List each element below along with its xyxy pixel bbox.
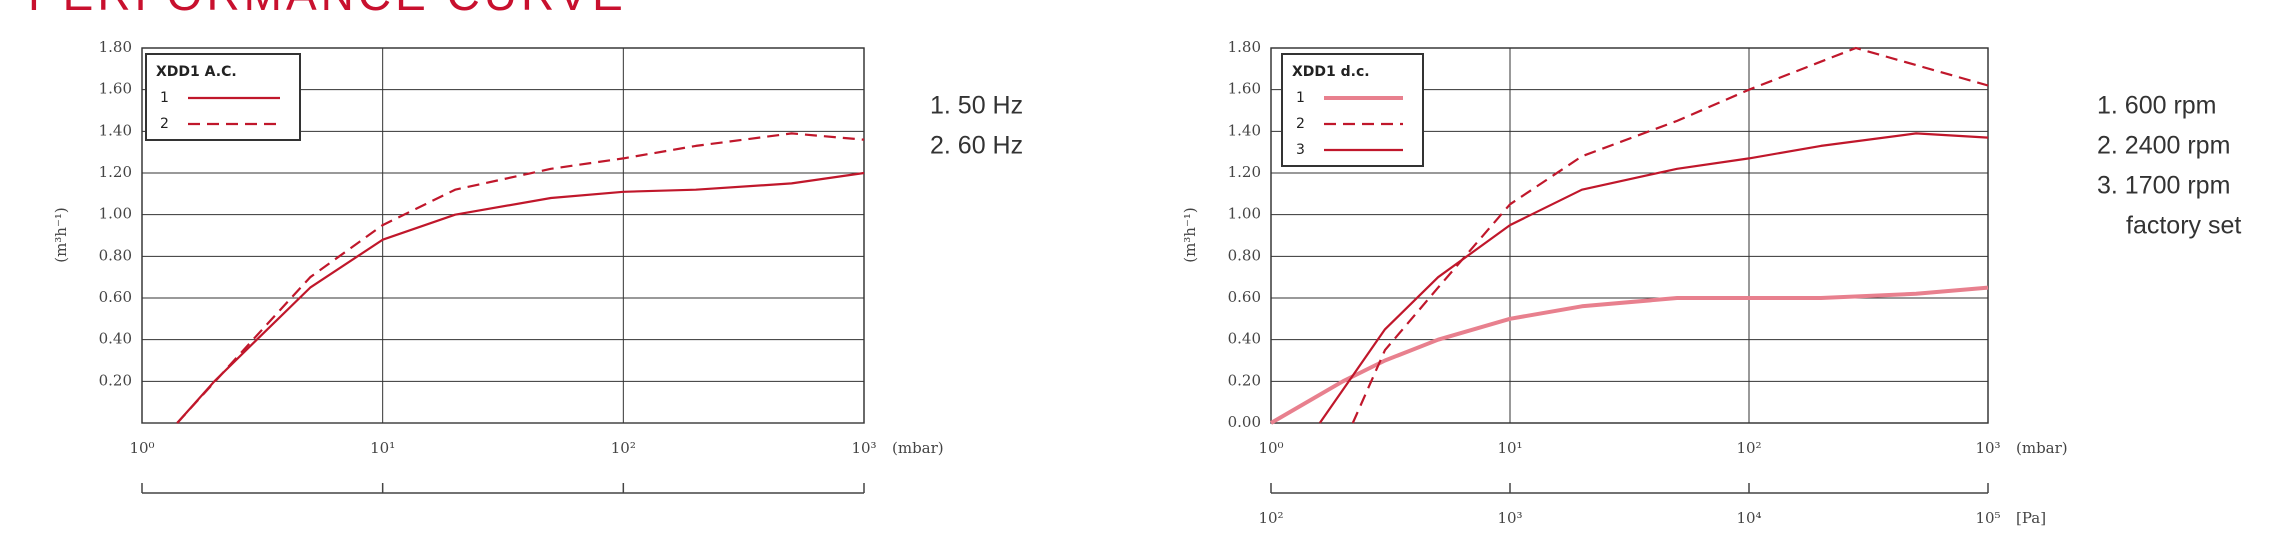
legend-label: 2 [160,116,169,132]
annotation: factory set [2126,212,2241,240]
x-tick-label: 10³ [1975,439,2000,457]
annotation: 1. 50 Hz [930,92,1023,120]
x2-axis-label: [Pa] [2016,509,2046,527]
y-tick-label: 0.00 [1228,413,1261,431]
legend-label: 2 [1296,116,1305,132]
series-line [1318,132,1989,424]
x-tick-label: 10³ [851,439,876,457]
legend-label: 1 [160,90,169,106]
y-tick-label: 1.60 [1228,80,1261,98]
series-line [176,132,865,424]
y-tick-label: 1.40 [1228,121,1261,139]
y-tick-label: 1.80 [99,38,132,56]
x2-tick-label: 10⁵ [1975,509,2000,527]
x-axis-label: (mbar) [2016,439,2068,457]
y-tick-label: 0.20 [1228,371,1261,389]
y-axis-label: (m³h⁻¹) [1181,207,1199,263]
y-axis-label: (m³h⁻¹) [52,207,70,263]
y-tick-label: 0.40 [99,330,132,348]
legend-label: 3 [1296,142,1305,158]
y-tick-label: 1.60 [99,80,132,98]
annotation: 3. 1700 rpm [2097,172,2230,200]
annotation: 1. 600 rpm [2097,92,2217,120]
y-tick-label: 0.60 [99,288,132,306]
legend-title: XDD1 A.C. [156,64,237,80]
y-tick-label: 0.60 [1228,288,1261,306]
x-tick-label: 10² [611,439,636,457]
y-tick-label: 0.20 [99,371,132,389]
x-tick-label: 10¹ [1497,439,1522,457]
x-tick-label: 10² [1736,439,1761,457]
y-tick-label: 1.40 [99,121,132,139]
series-line [176,171,865,424]
y-tick-label: 1.20 [1228,163,1261,181]
page-title: PERFORMANCE CURVE [28,0,627,20]
legend-box [1281,53,1424,167]
y-tick-label: 1.00 [1228,205,1261,223]
annotation: 2. 60 Hz [930,132,1023,160]
x2-tick-label: 10³ [1497,509,1522,527]
y-tick-label: 0.80 [1228,246,1261,264]
x-tick-label: 10⁰ [1258,439,1283,457]
x2-tick-label: 10² [1258,509,1283,527]
y-tick-label: 0.80 [99,246,132,264]
x-tick-label: 10¹ [370,439,395,457]
series-line [1351,46,1989,424]
y-tick-label: 1.00 [99,205,132,223]
x2-tick-label: 10⁴ [1736,509,1761,527]
y-tick-label: 1.80 [1228,38,1261,56]
legend-title: XDD1 d.c. [1292,64,1370,80]
x-axis-label: (mbar) [892,439,944,457]
series-line [1269,285,1989,425]
y-tick-label: 0.40 [1228,330,1261,348]
y-tick-label: 1.20 [99,163,132,181]
x-tick-label: 10⁰ [129,439,154,457]
legend-label: 1 [1296,90,1305,106]
annotation: 2. 2400 rpm [2097,132,2230,160]
